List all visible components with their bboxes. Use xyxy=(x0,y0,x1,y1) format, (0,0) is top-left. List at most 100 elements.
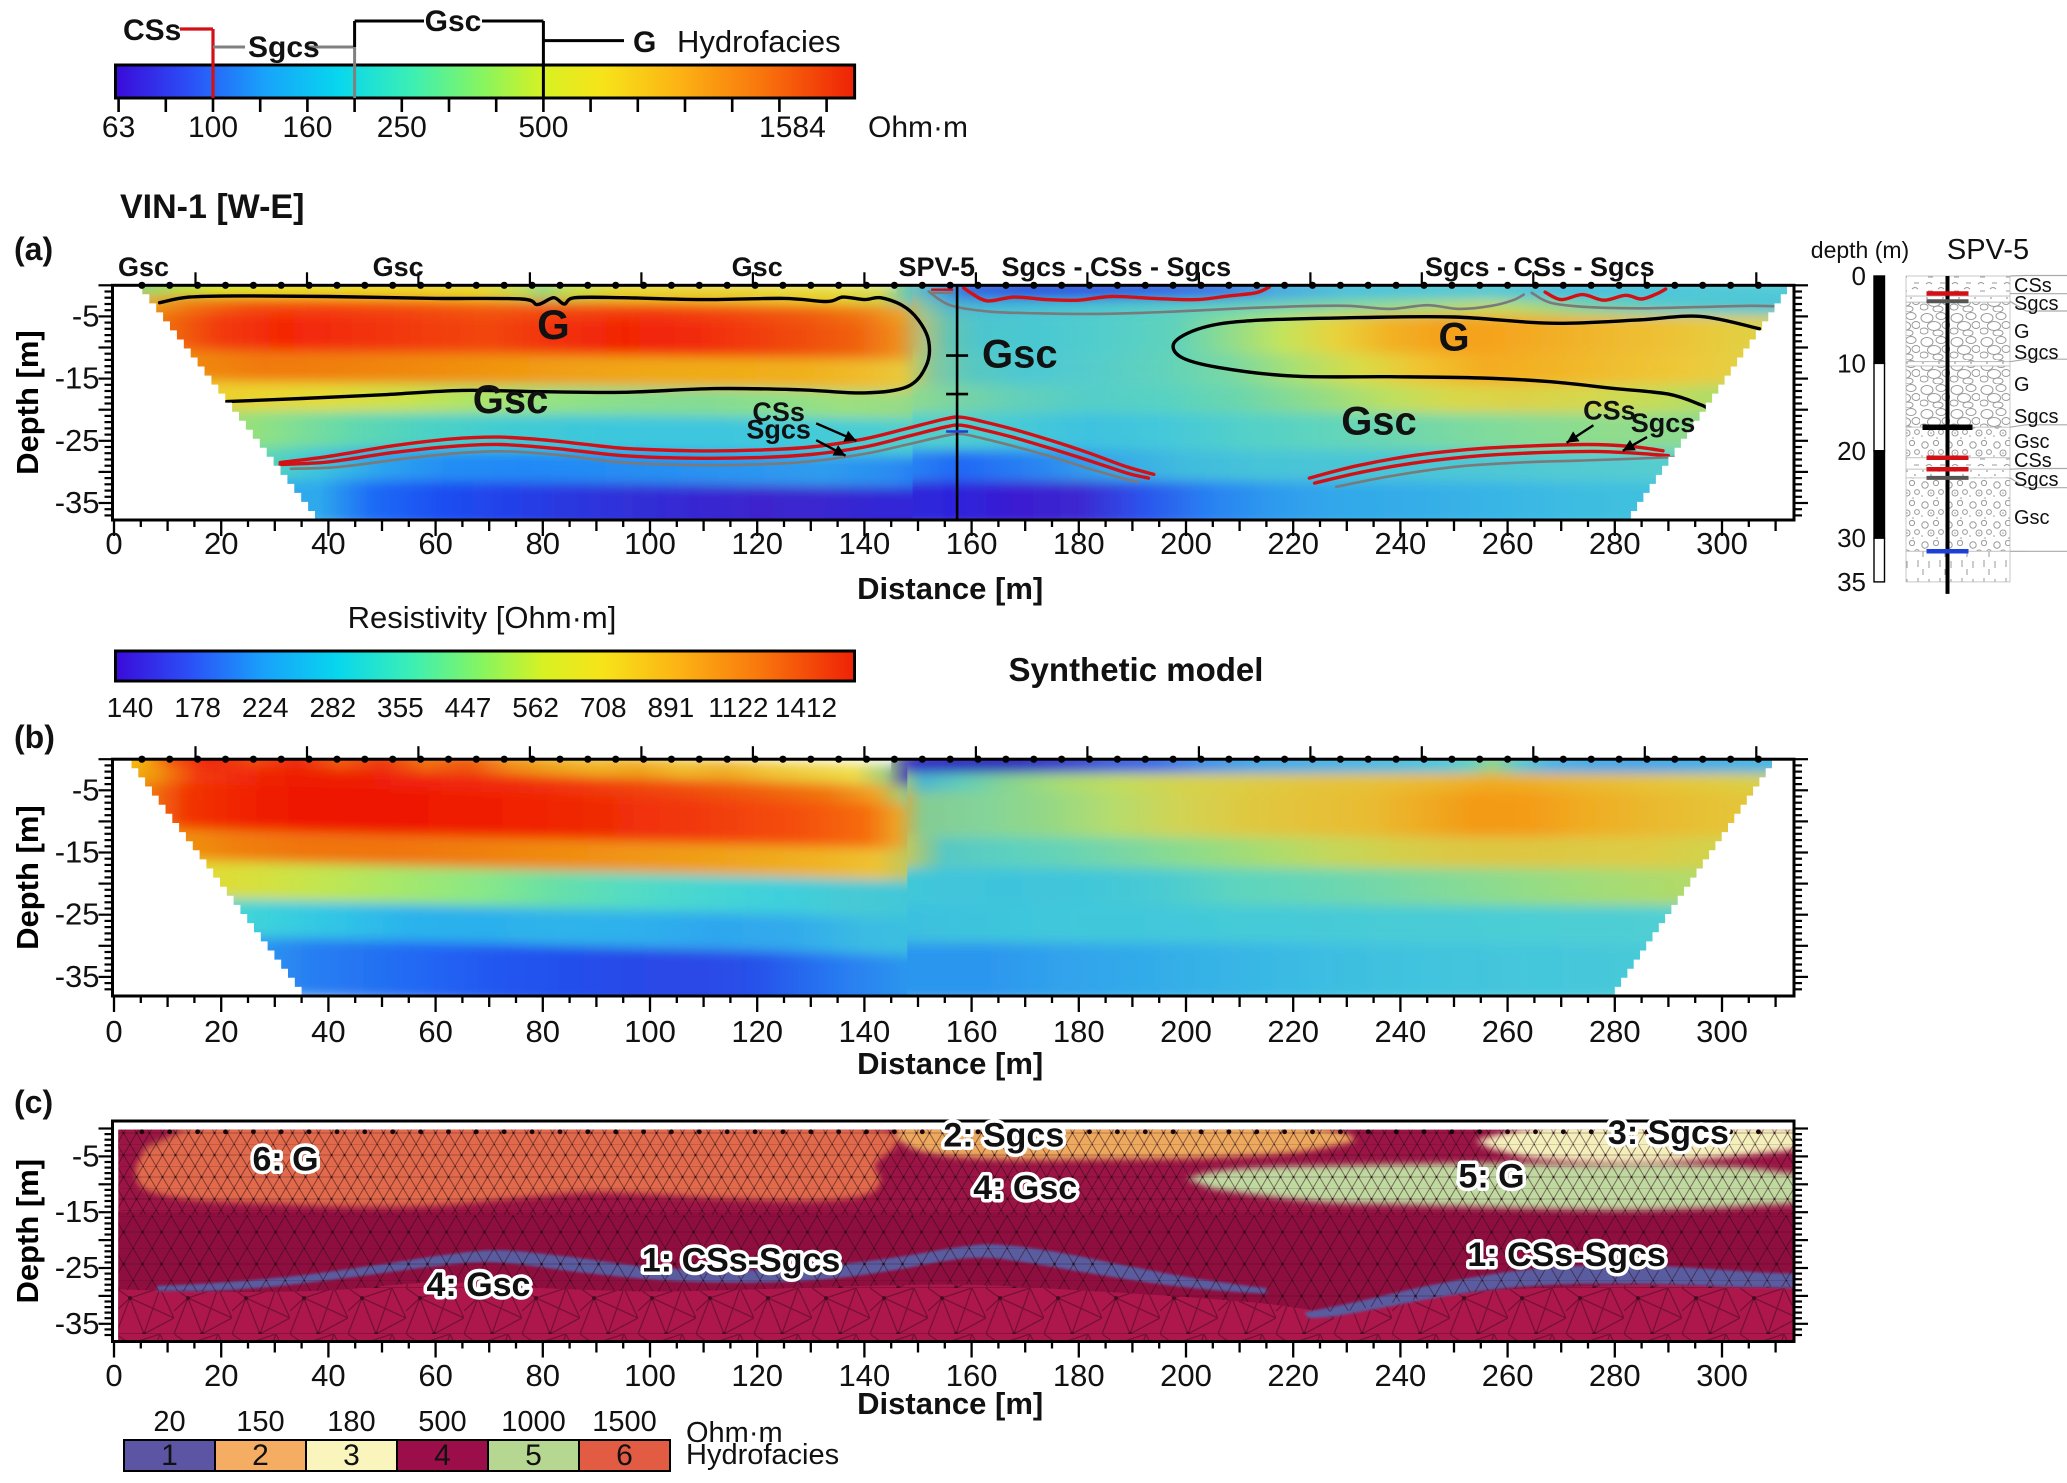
svg-text:Ohm·m: Ohm·m xyxy=(868,111,968,144)
svg-text:30: 30 xyxy=(1837,523,1866,553)
svg-text:-35: -35 xyxy=(55,485,100,520)
svg-text:160: 160 xyxy=(946,526,998,561)
svg-text:240: 240 xyxy=(1375,1358,1427,1393)
svg-text:260: 260 xyxy=(1482,526,1534,561)
svg-text:CSs: CSs xyxy=(752,397,805,427)
svg-text:Gsc: Gsc xyxy=(982,332,1058,376)
svg-text:355: 355 xyxy=(377,692,424,723)
svg-text:282: 282 xyxy=(309,692,356,723)
svg-text:100: 100 xyxy=(624,1358,676,1393)
svg-text:178: 178 xyxy=(174,692,221,723)
svg-text:4: Gsc: 4: Gsc xyxy=(973,1169,1077,1207)
svg-text:-35: -35 xyxy=(55,1306,100,1341)
svg-text:120: 120 xyxy=(731,526,783,561)
svg-text:1584: 1584 xyxy=(759,111,826,144)
svg-text:4: 4 xyxy=(434,1439,451,1472)
svg-text:20: 20 xyxy=(1837,436,1866,466)
svg-text:447: 447 xyxy=(445,692,492,723)
svg-text:500: 500 xyxy=(418,1406,466,1438)
svg-text:Sgcs: Sgcs xyxy=(2014,342,2058,364)
svg-text:Gsc: Gsc xyxy=(2014,507,2050,529)
svg-text:Depth [m]: Depth [m] xyxy=(10,330,45,475)
svg-text:180: 180 xyxy=(1053,526,1105,561)
svg-text:140: 140 xyxy=(839,526,891,561)
svg-text:3: 3 xyxy=(343,1439,360,1472)
svg-text:891: 891 xyxy=(647,692,694,723)
svg-text:-5: -5 xyxy=(72,772,100,807)
svg-text:60: 60 xyxy=(418,1358,452,1393)
svg-text:Synthetic model: Synthetic model xyxy=(1009,651,1264,688)
svg-text:1: CSs-Sgcs: 1: CSs-Sgcs xyxy=(1467,1236,1665,1274)
svg-text:Depth [m]: Depth [m] xyxy=(10,1159,45,1304)
svg-text:Sgcs - CSs - Sgcs: Sgcs - CSs - Sgcs xyxy=(1002,252,1232,282)
svg-text:260: 260 xyxy=(1482,1014,1534,1049)
svg-text:20: 20 xyxy=(204,1014,238,1049)
svg-text:180: 180 xyxy=(1053,1014,1105,1049)
svg-text:Distance [m]: Distance [m] xyxy=(857,1386,1043,1421)
svg-text:200: 200 xyxy=(1160,526,1212,561)
svg-text:6: G: 6: G xyxy=(252,1140,318,1178)
svg-text:Sgcs: Sgcs xyxy=(746,414,811,444)
svg-text:CSs: CSs xyxy=(2014,275,2052,297)
svg-text:280: 280 xyxy=(1589,526,1641,561)
svg-text:Gsc: Gsc xyxy=(1341,400,1417,444)
svg-text:Sgcs - CSs - Sgcs: Sgcs - CSs - Sgcs xyxy=(1425,252,1655,282)
svg-text:160: 160 xyxy=(282,111,332,144)
svg-text:220: 220 xyxy=(1267,1014,1319,1049)
svg-text:160: 160 xyxy=(946,1014,998,1049)
svg-text:3: Sgcs: 3: Sgcs xyxy=(1608,1114,1729,1152)
svg-text:1500: 1500 xyxy=(592,1406,657,1438)
svg-text:G: G xyxy=(1438,316,1469,360)
svg-text:-25: -25 xyxy=(55,1250,100,1285)
svg-text:G: G xyxy=(633,26,656,59)
svg-text:-35: -35 xyxy=(55,959,100,994)
svg-text:0: 0 xyxy=(105,1358,122,1393)
svg-text:20: 20 xyxy=(153,1406,185,1438)
svg-text:60: 60 xyxy=(418,1014,452,1049)
svg-text:224: 224 xyxy=(242,692,289,723)
svg-text:Gsc: Gsc xyxy=(2014,431,2050,453)
svg-text:(a): (a) xyxy=(14,231,53,267)
svg-text:200: 200 xyxy=(1160,1014,1212,1049)
svg-text:-25: -25 xyxy=(55,897,100,932)
svg-text:Hydrofacies: Hydrofacies xyxy=(686,1439,839,1471)
svg-text:-5: -5 xyxy=(72,298,100,333)
svg-text:35: 35 xyxy=(1837,567,1866,597)
svg-text:240: 240 xyxy=(1375,1014,1427,1049)
svg-text:Distance [m]: Distance [m] xyxy=(857,1046,1043,1081)
svg-text:Sgcs: Sgcs xyxy=(2014,293,2058,315)
svg-text:180: 180 xyxy=(1053,1358,1105,1393)
svg-text:280: 280 xyxy=(1589,1014,1641,1049)
svg-text:80: 80 xyxy=(526,1014,560,1049)
svg-text:CSs: CSs xyxy=(2014,450,2052,472)
svg-text:10: 10 xyxy=(1837,348,1866,378)
svg-text:140: 140 xyxy=(839,1358,891,1393)
svg-text:-15: -15 xyxy=(55,361,100,396)
svg-text:Gsc: Gsc xyxy=(425,5,482,38)
svg-text:0: 0 xyxy=(1852,261,1866,291)
svg-text:Gsc: Gsc xyxy=(373,252,424,282)
svg-text:2: Sgcs: 2: Sgcs xyxy=(943,1116,1064,1154)
svg-text:100: 100 xyxy=(624,526,676,561)
svg-text:-15: -15 xyxy=(55,835,100,870)
svg-text:0: 0 xyxy=(105,1014,122,1049)
svg-text:Gsc: Gsc xyxy=(118,252,169,282)
svg-text:Sgcs: Sgcs xyxy=(2014,406,2058,428)
svg-text:300: 300 xyxy=(1696,526,1748,561)
svg-text:120: 120 xyxy=(731,1014,783,1049)
svg-text:VIN-1 [W-E]: VIN-1 [W-E] xyxy=(120,188,304,226)
svg-text:5: 5 xyxy=(525,1439,542,1472)
svg-text:300: 300 xyxy=(1696,1014,1748,1049)
svg-text:G: G xyxy=(2014,321,2030,343)
svg-text:Sgcs: Sgcs xyxy=(2014,469,2058,491)
svg-text:-5: -5 xyxy=(72,1138,100,1173)
svg-text:0: 0 xyxy=(105,526,122,561)
svg-text:1122: 1122 xyxy=(708,692,768,723)
svg-text:240: 240 xyxy=(1375,526,1427,561)
svg-text:Gsc: Gsc xyxy=(732,252,783,282)
svg-text:CSs: CSs xyxy=(1583,396,1636,426)
svg-text:300: 300 xyxy=(1696,1358,1748,1393)
svg-text:2: 2 xyxy=(252,1439,269,1472)
svg-text:(c): (c) xyxy=(14,1084,53,1120)
svg-text:SPV-5: SPV-5 xyxy=(899,252,976,282)
